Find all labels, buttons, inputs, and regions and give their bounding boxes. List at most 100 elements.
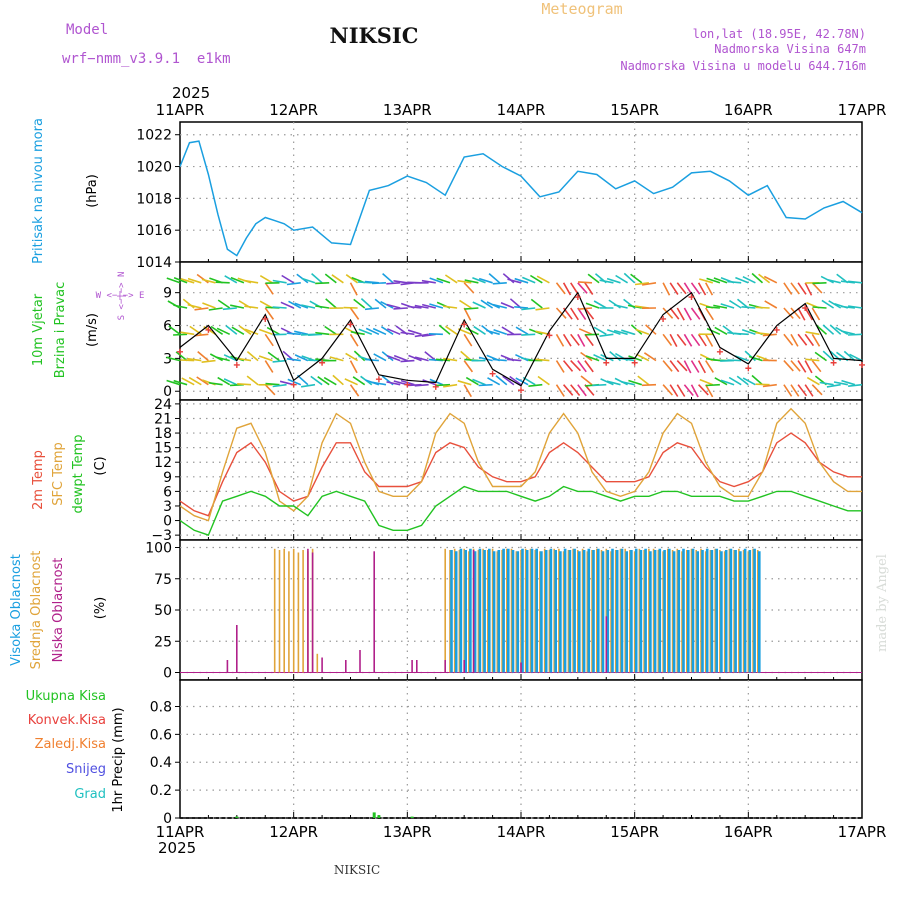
wind-arrow <box>521 307 536 311</box>
x-axis-bottom: 11APR 12APR 13APR 14APR 15APR 16APR 17APR <box>156 823 887 841</box>
wind-arrow <box>344 378 358 386</box>
x-date-label-bottom: 14APR <box>497 823 546 841</box>
wind-arrow <box>444 274 458 284</box>
wind-arrow <box>194 307 209 311</box>
pressure-line <box>179 140 863 257</box>
wind-arrow <box>613 329 628 336</box>
wind-arrow <box>669 282 679 295</box>
wind-arrow <box>215 356 230 362</box>
wind-arrow <box>706 277 721 284</box>
wind-arrow <box>790 282 800 295</box>
wind-arrow <box>621 329 635 336</box>
wind-arrow <box>502 375 515 386</box>
wind-arrow <box>459 299 472 309</box>
station-title: NIKSIC <box>330 23 419 48</box>
wind-arrow <box>530 298 543 309</box>
x-axis-top: 11APR 12APR 13APR 14APR 15APR 16APR 17APR <box>156 101 887 119</box>
wind-arrow <box>615 274 629 284</box>
wind-arrow <box>804 282 813 296</box>
wind-arrow <box>847 305 863 309</box>
wind-arrow <box>349 360 358 374</box>
wind-arrow <box>244 328 259 336</box>
x-date-label-top: 17APR <box>838 101 887 119</box>
wind-arrow <box>669 333 678 347</box>
wind-arrow <box>222 307 237 311</box>
wind-arrow <box>501 326 515 335</box>
wind-arrow <box>822 350 835 362</box>
y-tick-label: 75 <box>154 572 172 588</box>
wind-gust-marker <box>233 361 240 368</box>
wind-arrow <box>577 307 587 321</box>
wind-arrow <box>315 305 330 309</box>
wind-arrow <box>281 274 295 284</box>
wind-arrow <box>713 304 728 309</box>
wind-arrow <box>584 360 594 373</box>
precip-bar <box>235 816 239 818</box>
wind-gust-marker <box>773 326 780 333</box>
wind-arrow <box>744 350 756 362</box>
wind-arrow <box>741 328 756 336</box>
wind-arrow <box>758 273 771 284</box>
wind-arrow <box>720 379 735 386</box>
wind-arrow <box>173 276 188 284</box>
wind-arrow <box>180 278 195 284</box>
wind-arrow <box>662 384 673 396</box>
wind-arrow <box>488 272 501 284</box>
wind-arrow <box>627 304 642 309</box>
wind-arrow <box>637 375 650 386</box>
wind-compass-v: S <−|−> N <box>117 272 127 321</box>
y-tick-label: 0 <box>163 811 172 827</box>
wind-arrow <box>353 298 366 309</box>
wind-arrow <box>697 360 707 374</box>
wind-arrow <box>690 333 701 347</box>
wind-arrow <box>487 377 501 386</box>
wind-arrow <box>826 278 841 284</box>
wind-arrow <box>187 277 202 284</box>
wind-arrow <box>797 384 808 397</box>
wind-arrow <box>669 384 679 397</box>
wind-arrow <box>805 358 820 362</box>
wind-arrow <box>352 376 366 386</box>
wind-arrow <box>841 379 856 386</box>
wind-arrow <box>310 375 323 386</box>
wind-arrow <box>805 331 820 336</box>
temp-label-dew: dewpt Temp <box>71 434 86 513</box>
wind-arrow <box>259 275 273 284</box>
y-tick-label: 100 <box>145 541 172 557</box>
precip-bar <box>377 815 381 818</box>
x-date-label-top: 14APR <box>497 101 546 119</box>
wind-arrow <box>380 326 394 335</box>
model-label: Model <box>66 22 108 38</box>
wind-arrow <box>244 279 259 284</box>
wind-arrow <box>408 354 422 362</box>
wind-arrow <box>843 350 856 362</box>
wind-gust-marker <box>404 381 411 388</box>
wind-arrow <box>555 333 565 347</box>
wind-arrow <box>358 328 373 336</box>
panel-frame <box>179 679 863 819</box>
wind-arrow <box>217 376 231 386</box>
wind-arrow <box>570 282 579 296</box>
wind-arrow <box>331 274 344 284</box>
wind-gust-marker <box>546 332 553 339</box>
wind-arrow <box>606 380 621 386</box>
wind-arrow <box>714 326 728 335</box>
wind-arrow <box>535 307 550 311</box>
wind-arrow <box>463 384 472 398</box>
wind-arrow <box>332 374 344 386</box>
wind-arrow <box>400 359 415 363</box>
wind-arrow <box>570 360 581 372</box>
y-tick-label: 3 <box>163 351 172 367</box>
wind-arrow <box>537 375 550 386</box>
wind-arrow <box>264 360 274 373</box>
wind-gust-marker <box>290 381 297 388</box>
wind-arrow <box>811 360 822 373</box>
wind-arrow <box>460 350 472 362</box>
wind-arrow <box>727 280 742 284</box>
wind-arrow <box>811 384 823 396</box>
y-tick-label: 24 <box>154 397 172 413</box>
y-tick-label: 0.2 <box>150 783 172 799</box>
wind-arrow <box>500 301 515 309</box>
wind-arrow <box>386 355 401 362</box>
wind-arrow <box>634 282 649 286</box>
